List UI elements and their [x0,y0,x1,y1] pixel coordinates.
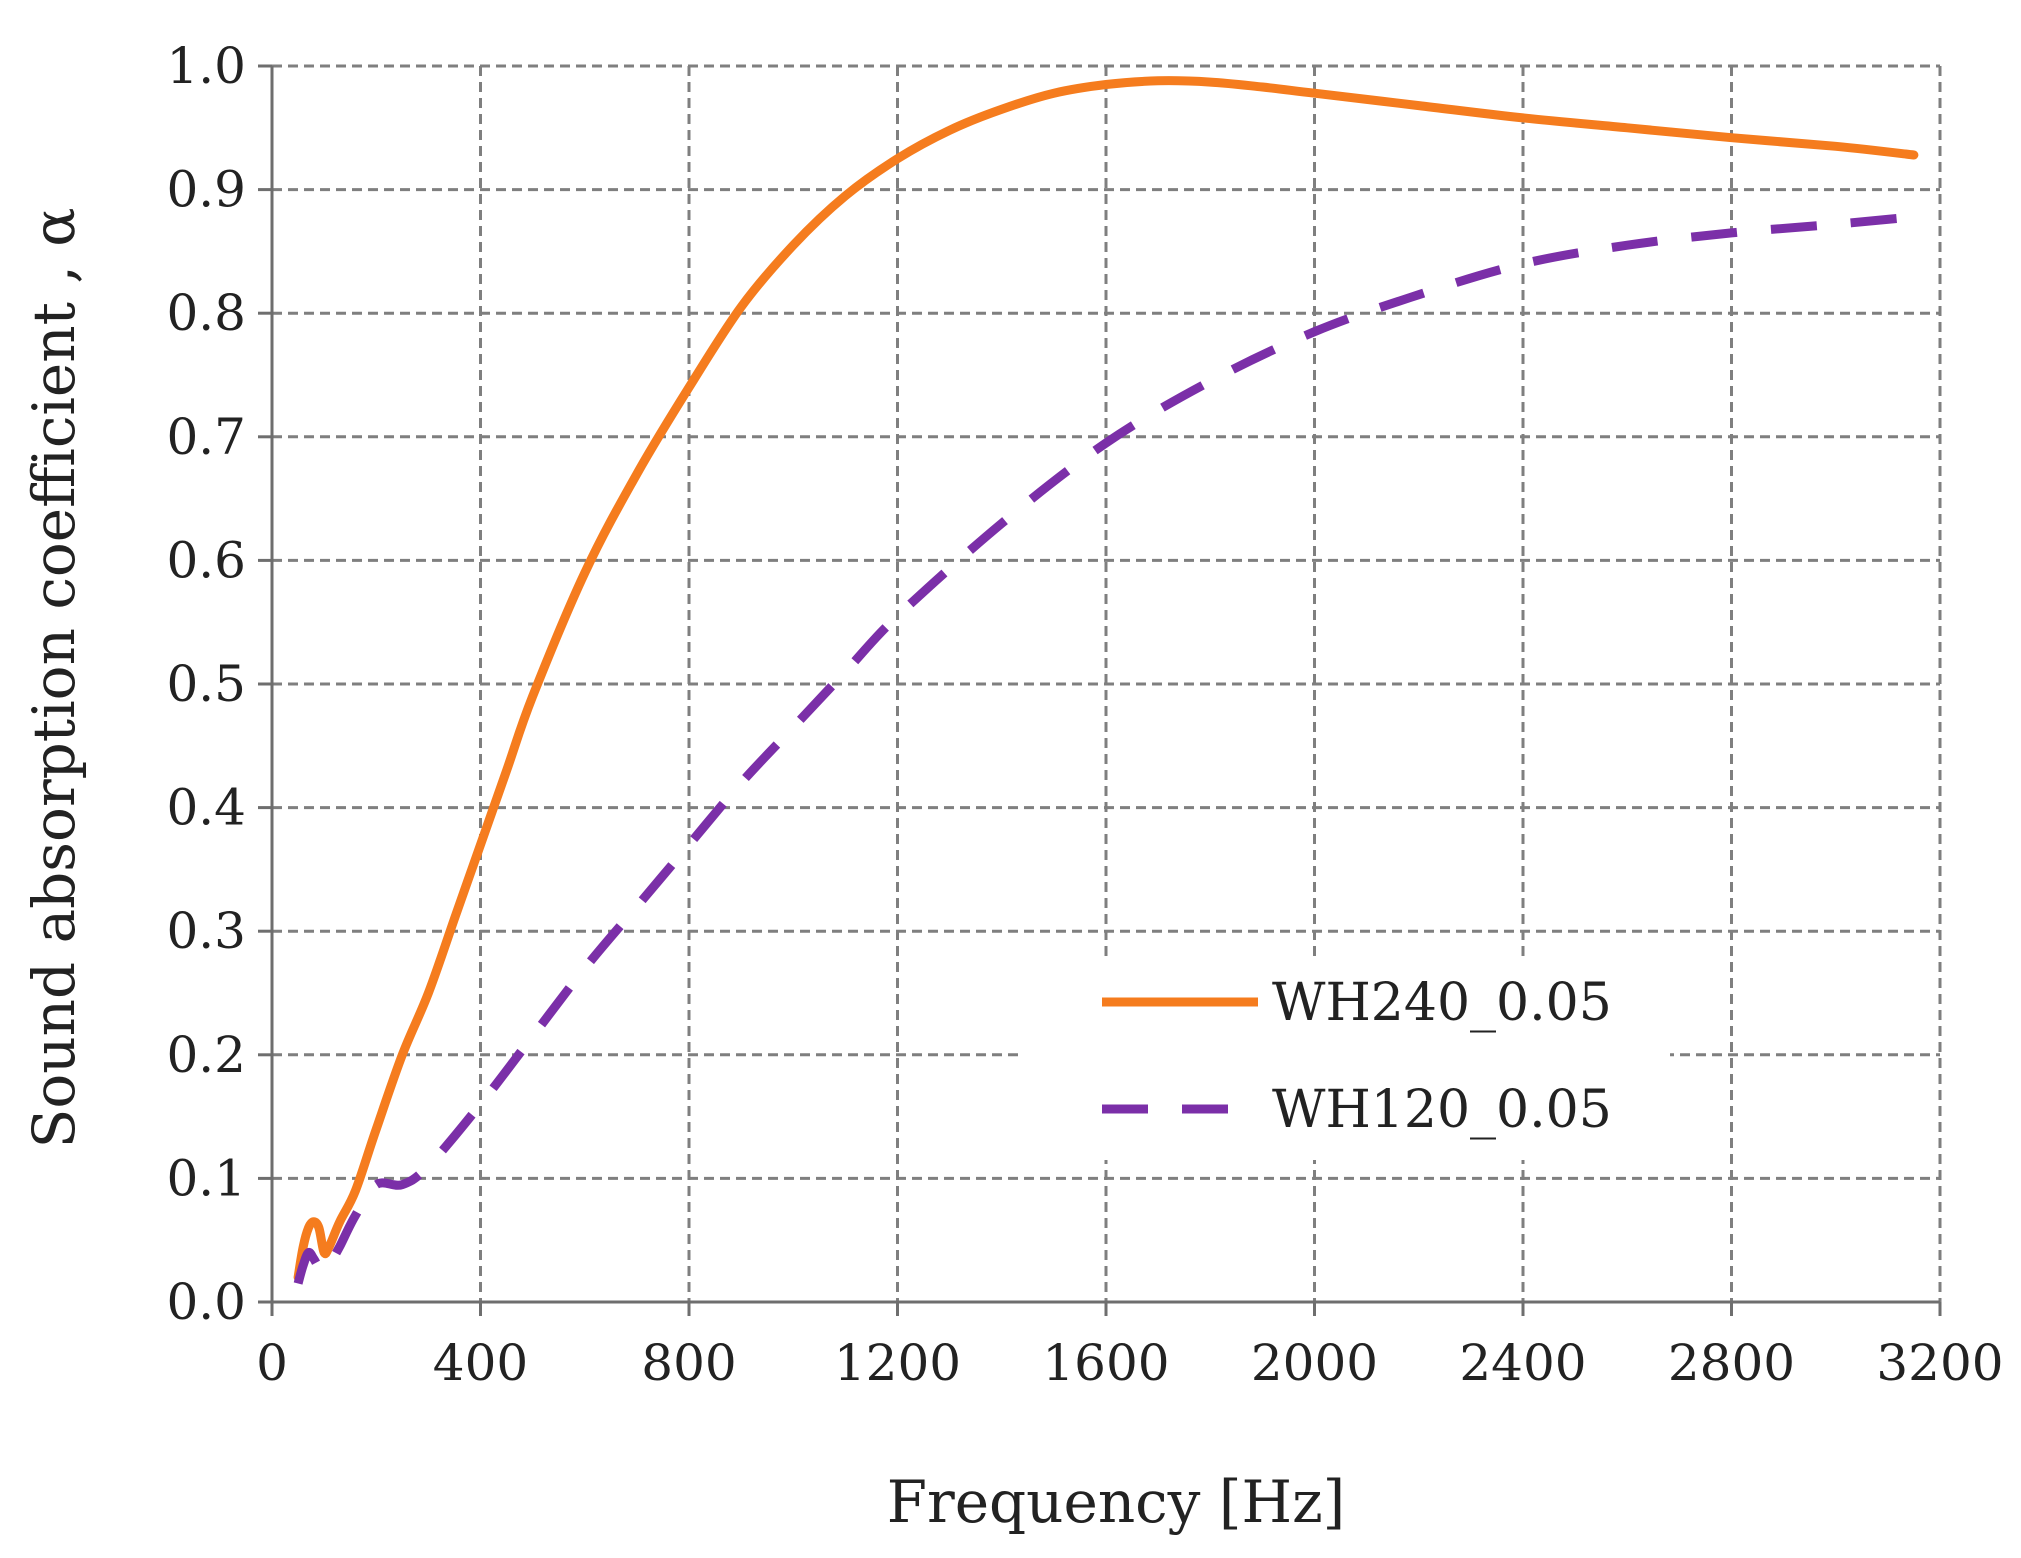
legend-label: WH240_0.05 [1272,973,1612,1033]
y-tick-label: 0.7 [166,408,246,466]
y-tick-label: 0.0 [166,1273,246,1331]
y-tick-label: 0.1 [166,1149,246,1207]
series-layer [293,76,1919,1285]
legend-label: WH120_0.05 [1272,1080,1612,1140]
y-axis-title: Sound absorption coefficient , α [20,208,88,1149]
x-tick-label: 1200 [834,1334,961,1392]
legend: WH240_0.05 WH120_0.05 [1020,960,1670,1160]
y-tick-label: 0.8 [166,284,246,342]
x-axis-title: Frequency [Hz] [887,1468,1346,1536]
y-tick-label: 0.4 [166,779,246,837]
labels-layer: 0 400 800 1200 1600 2000 2400 2800 3200 0.0 0.1 0.2… [20,37,2004,1536]
x-tick-label: 2400 [1459,1334,1586,1392]
legend-background [1020,960,1670,1160]
x-tick-label: 1600 [1042,1334,1169,1392]
y-tick-label: 0.5 [166,655,246,713]
y-tick-label: 0.2 [166,1026,246,1084]
series-line-wh240-0-05 [293,76,1919,1282]
y-tick-label: 0.6 [166,531,246,589]
x-tick-label: 2800 [1668,1334,1795,1392]
y-tick-label: 0.3 [166,902,246,960]
x-tick-label: 0 [256,1334,288,1392]
axes-layer [258,64,1942,1316]
series-line-wh120-0-05 [293,212,1915,1285]
x-tick-label: 3200 [1876,1334,2003,1392]
x-tick-label: 2000 [1251,1334,1378,1392]
y-tick-label: 1.0 [166,37,246,95]
y-tick-label: 0.9 [166,161,246,219]
x-tick-label: 400 [433,1334,528,1392]
x-tick-label: 800 [641,1334,736,1392]
